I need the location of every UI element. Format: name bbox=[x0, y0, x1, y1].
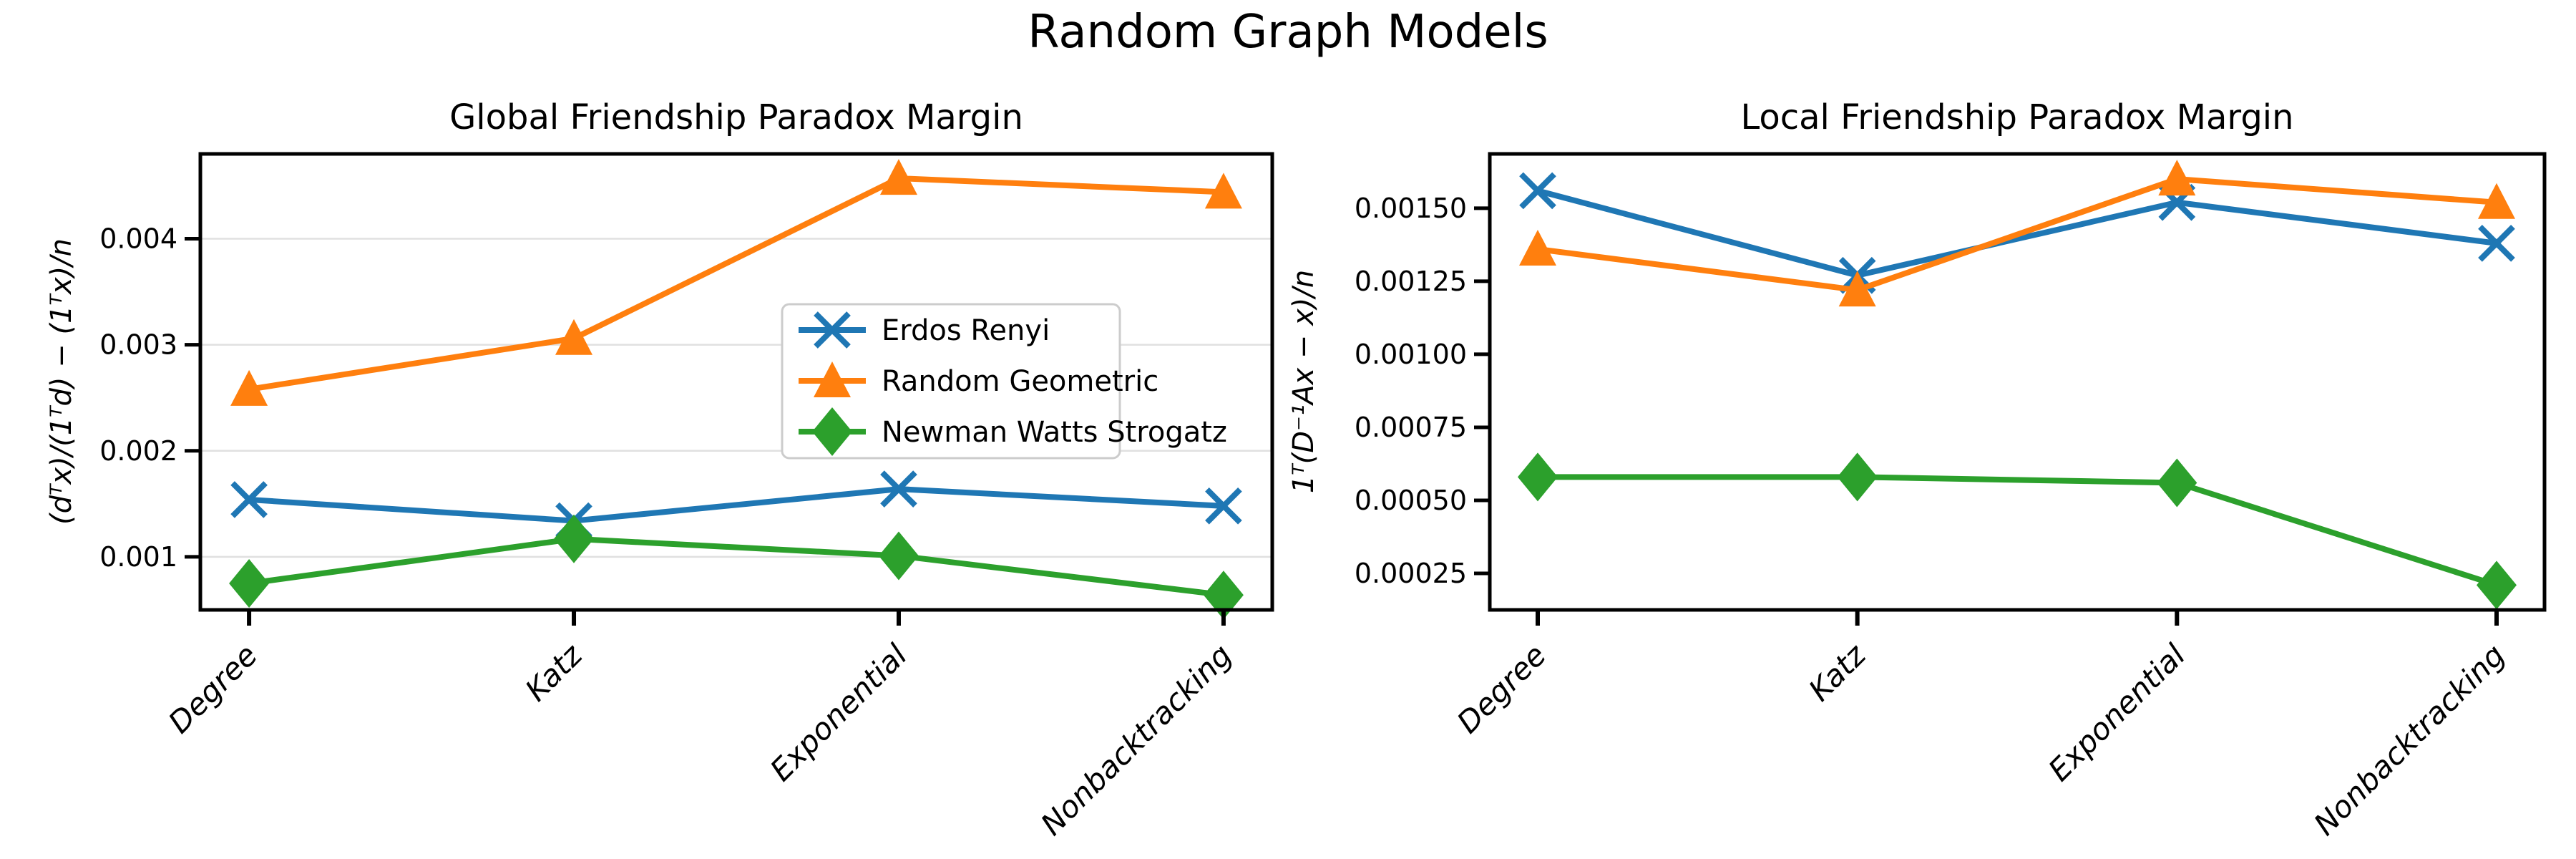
legend-label: Newman Watts Strogatz bbox=[882, 416, 1227, 449]
series-line bbox=[1535, 176, 2499, 293]
y-axis: 0.001 0.002 0.003 0.004 bbox=[99, 223, 200, 573]
legend-label: Erdos Renyi bbox=[882, 314, 1050, 347]
y-tick-label: 0.001 bbox=[99, 541, 177, 573]
diamond-marker bbox=[1837, 452, 1878, 502]
legend-entry-erdos-renyi: Erdos Renyi bbox=[799, 311, 1050, 349]
x-marker bbox=[1519, 172, 1556, 210]
legend-box bbox=[781, 303, 1121, 460]
x-tick-label: Katz bbox=[1802, 637, 1873, 708]
left-chart-title: Global Friendship Paradox Margin bbox=[449, 97, 1023, 137]
y-tick-label: 0.002 bbox=[99, 435, 177, 467]
diamond-marker bbox=[1518, 452, 1558, 502]
triangle-up-marker bbox=[2158, 160, 2196, 196]
x-icon bbox=[814, 311, 851, 349]
y-tick-label: 0.00050 bbox=[1355, 485, 1467, 516]
y-tick-label: 0.00100 bbox=[1355, 339, 1467, 370]
series-line bbox=[1535, 188, 2499, 278]
legend: Erdos Renyi Random Geometric Newman Watts … bbox=[781, 303, 1227, 460]
y-tick-label: 0.00125 bbox=[1355, 266, 1467, 297]
diamond-marker bbox=[1203, 571, 1244, 620]
left-chart: 0.001 0.002 0.003 0.004 Degree Katz Exponentia… bbox=[99, 152, 1274, 842]
triangle-up-marker bbox=[1519, 230, 1556, 266]
x-tick-label: Degree bbox=[1450, 637, 1553, 739]
diamond-marker bbox=[2157, 458, 2197, 508]
diamond-marker bbox=[878, 531, 919, 581]
x-tick-label: Nonbacktracking bbox=[1034, 637, 1239, 842]
y-tick-label: 0.004 bbox=[99, 223, 177, 255]
x-tick-label: Katz bbox=[519, 637, 590, 708]
x-marker bbox=[1205, 487, 1242, 525]
series-line bbox=[246, 535, 1226, 598]
triangle-up-icon bbox=[814, 361, 851, 397]
triangle-up-marker bbox=[2478, 183, 2515, 219]
x-tick-label: Exponential bbox=[763, 637, 914, 788]
right-chart-title: Local Friendship Paradox Margin bbox=[1740, 97, 2294, 137]
axes-frame bbox=[1488, 152, 2547, 612]
y-axis: 0.00025 0.00050 0.00075 0.00100 0.00125 0.001… bbox=[1355, 193, 1490, 589]
x-tick-label: Nonbacktracking bbox=[2307, 637, 2512, 842]
y-tick-label: 0.003 bbox=[99, 329, 177, 361]
series-newman-watts-strogatz bbox=[1518, 452, 2517, 610]
legend-entry-newman-watts-strogatz: Newman Watts Strogatz bbox=[799, 407, 1227, 456]
axes-frame bbox=[198, 152, 1274, 612]
y-tick-label: 0.00025 bbox=[1355, 558, 1467, 589]
figure-title: Random Graph Models bbox=[1028, 6, 1548, 59]
y-tick-label: 0.00075 bbox=[1355, 412, 1467, 443]
diamond-marker bbox=[2477, 560, 2517, 610]
x-tick-label: Degree bbox=[162, 637, 264, 739]
triangle-up-marker bbox=[555, 319, 593, 355]
series-line bbox=[246, 486, 1226, 524]
x-marker bbox=[880, 470, 917, 508]
triangle-up-marker bbox=[879, 159, 917, 195]
triangle-up-marker bbox=[1838, 271, 1876, 307]
triangle-up-marker bbox=[230, 369, 268, 406]
series-newman-watts-strogatz bbox=[229, 514, 1244, 620]
diamond-icon bbox=[812, 407, 852, 456]
series-random-geometric bbox=[230, 159, 1242, 406]
triangle-up-marker bbox=[1204, 173, 1242, 209]
x-marker bbox=[2478, 225, 2515, 262]
x-axis: Degree Katz Exponential Nonbacktracking bbox=[162, 610, 1239, 842]
x-marker bbox=[230, 481, 268, 518]
y-tick-label: 0.00150 bbox=[1355, 193, 1467, 224]
legend-entry-random-geometric: Random Geometric bbox=[799, 361, 1158, 398]
series-random-geometric bbox=[1519, 160, 2515, 307]
diamond-marker bbox=[554, 514, 595, 563]
diamond-marker bbox=[229, 558, 270, 608]
series-line bbox=[246, 175, 1226, 392]
x-axis: Degree Katz Exponential Nonbacktracking bbox=[1450, 610, 2512, 842]
legend-label: Random Geometric bbox=[882, 365, 1158, 398]
series-erdos-renyi bbox=[1519, 172, 2515, 294]
series-erdos-renyi bbox=[230, 470, 1242, 540]
x-tick-label: Exponential bbox=[2041, 637, 2192, 788]
right-chart: 0.00025 0.00050 0.00075 0.00100 0.00125 0.001… bbox=[1355, 152, 2547, 842]
series-line bbox=[1535, 474, 2499, 588]
